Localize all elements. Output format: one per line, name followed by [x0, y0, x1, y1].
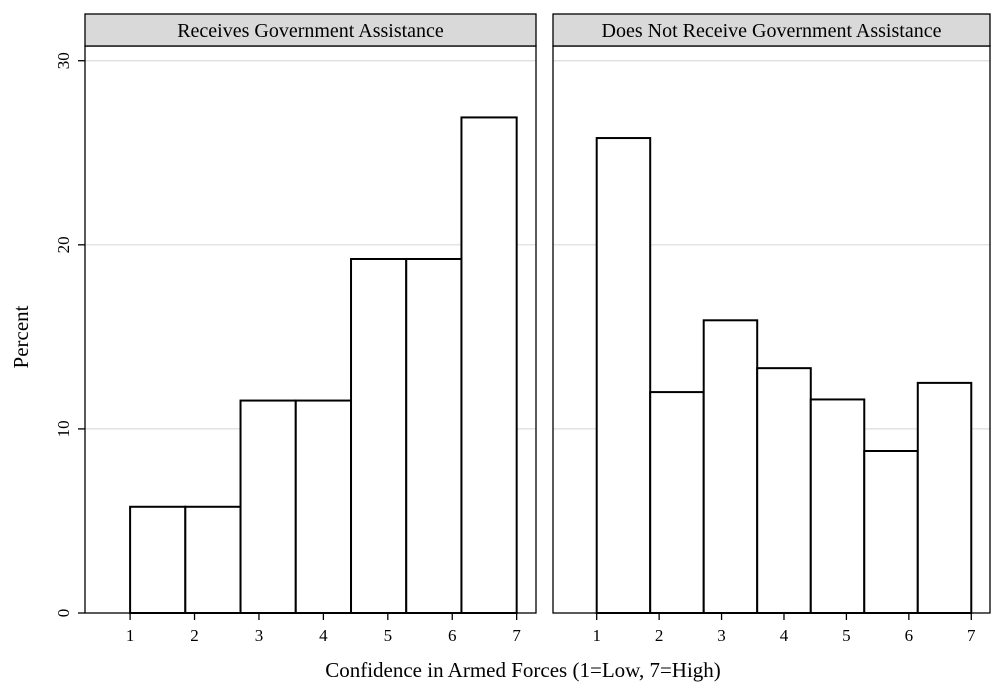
bar-5 [809, 398, 866, 615]
bar-2 [649, 391, 705, 614]
panel-strip [84, 13, 537, 47]
bar-6 [405, 257, 463, 614]
y-axis-label: Percent [9, 305, 33, 368]
y-tick-label-30: 30 [54, 52, 73, 69]
bar-3 [239, 399, 297, 614]
x-tick-label-6: 6 [448, 626, 457, 645]
x-tick-label-2: 2 [190, 626, 199, 645]
panel-title: Receives Government Assistance [177, 20, 444, 42]
x-tick-label-3: 3 [255, 626, 264, 645]
x-tick-label-7: 7 [512, 626, 521, 645]
y-tick-label-0: 0 [54, 609, 73, 618]
bar-1 [595, 137, 652, 615]
bar-6 [863, 450, 919, 614]
bar-1 [129, 505, 187, 614]
panel-title: Does Not Receive Government Assistance [602, 20, 942, 42]
x-axis-label: Confidence in Armed Forces (1=Low, 7=Hig… [325, 658, 721, 682]
x-tick-label-4: 4 [780, 626, 789, 645]
y-tick-label-20: 20 [54, 236, 73, 253]
bar-3 [702, 319, 759, 614]
x-tick-label-2: 2 [655, 626, 664, 645]
x-tick-label-1: 1 [592, 626, 601, 645]
bar-5 [350, 257, 408, 614]
x-tick-label-5: 5 [384, 626, 393, 645]
x-tick-label-5: 5 [842, 626, 851, 645]
x-tick-label-4: 4 [319, 626, 328, 645]
x-tick-label-7: 7 [967, 626, 976, 645]
panel-strip [552, 13, 991, 47]
x-tick-label-1: 1 [126, 626, 135, 645]
bar-4 [756, 367, 812, 614]
y-tick-label-10: 10 [54, 420, 73, 437]
bar-7 [460, 116, 518, 614]
panel-receives-assistance: Receives Government Assistance 1 2 3 4 5 6 7 0 10… [54, 13, 537, 645]
x-tick-label-6: 6 [905, 626, 914, 645]
bar-2 [184, 505, 242, 614]
bar-4 [294, 399, 353, 614]
bar-7 [916, 381, 973, 614]
x-tick-label-3: 3 [717, 626, 726, 645]
panel-no-assistance: Does Not Receive Government Assistance 1 2… [552, 13, 991, 645]
